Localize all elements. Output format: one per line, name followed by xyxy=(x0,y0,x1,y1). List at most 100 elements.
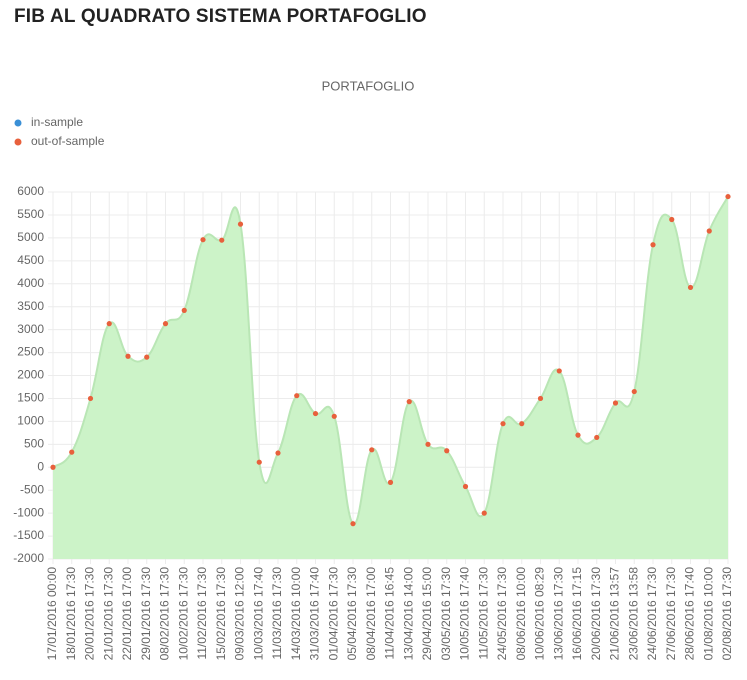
x-tick-label: 21/01/2016 17:30 xyxy=(101,567,115,661)
x-tick-label: 08/06/2016 10:00 xyxy=(514,567,528,661)
point xyxy=(369,447,375,453)
x-tick-label: 11/04/2016 16:45 xyxy=(383,567,397,660)
x-tick-label: 10/03/2016 17:40 xyxy=(251,567,265,661)
x-tick-label: 15/02/2016 17:30 xyxy=(214,567,228,661)
x-tick-label: 08/02/2016 17:30 xyxy=(158,567,172,661)
point xyxy=(312,410,319,417)
point xyxy=(200,237,206,243)
legend-marker xyxy=(14,119,22,127)
x-tick-label: 24/06/2016 17:30 xyxy=(645,567,659,661)
point xyxy=(556,368,562,374)
point xyxy=(294,393,300,399)
point xyxy=(331,413,337,419)
x-tick-label: 13/06/2016 17:30 xyxy=(551,567,565,661)
point xyxy=(406,399,412,405)
legend-label: in-sample xyxy=(31,115,83,129)
x-tick-label: 05/04/2016 17:30 xyxy=(345,567,359,661)
x-tick-label: 21/06/2016 13:57 xyxy=(608,567,622,661)
x-tick-label: 31/03/2016 17:40 xyxy=(308,567,322,661)
point xyxy=(481,510,487,516)
x-tick-label: 29/01/2016 17:30 xyxy=(139,567,153,661)
x-tick-label: 11/03/2016 17:30 xyxy=(270,567,284,660)
point xyxy=(275,450,281,456)
point xyxy=(462,483,469,490)
point xyxy=(50,464,56,470)
y-tick-label: 6000 xyxy=(17,184,44,198)
x-tick-label: 10/06/2016 08:29 xyxy=(533,567,547,661)
y-tick-label: 3500 xyxy=(17,299,44,313)
y-tick-label: -1500 xyxy=(13,528,44,542)
y-tick-label: -2000 xyxy=(13,551,44,565)
point xyxy=(162,321,169,327)
point xyxy=(256,459,262,465)
point xyxy=(537,395,544,402)
x-tick-label: 29/04/2016 15:00 xyxy=(420,567,434,661)
point xyxy=(594,434,600,441)
point xyxy=(631,388,637,395)
x-tick-label: 11/02/2016 17:30 xyxy=(195,567,209,660)
area xyxy=(53,196,728,559)
y-tick-label: 5000 xyxy=(17,230,44,244)
x-tick-label: 09/03/2016 12:00 xyxy=(233,567,247,661)
x-tick-label: 11/05/2016 17:30 xyxy=(476,567,490,660)
y-tick-label: 4000 xyxy=(17,276,44,290)
y-tick-label: 2000 xyxy=(17,368,44,382)
x-tick-label: 16/06/2016 17:15 xyxy=(570,567,584,661)
y-tick-label: 1000 xyxy=(17,414,44,428)
y-tick-label: -500 xyxy=(20,482,44,496)
point xyxy=(181,307,187,313)
x-tick-label: 23/06/2016 13:58 xyxy=(626,567,640,661)
x-tick-label: 14/03/2016 10:00 xyxy=(289,567,303,661)
point xyxy=(425,441,431,447)
x-tick-label: 24/05/2016 17:30 xyxy=(495,567,509,661)
point xyxy=(687,284,694,291)
point xyxy=(387,479,394,485)
legend-marker xyxy=(14,138,22,146)
x-tick-label: 17/01/2016 00:00 xyxy=(45,567,59,661)
line xyxy=(52,196,729,525)
point xyxy=(144,354,150,360)
y-tick-label: 0 xyxy=(37,459,44,473)
point xyxy=(650,242,656,248)
point xyxy=(350,521,356,527)
x-tick-label: 10/02/2016 17:30 xyxy=(176,567,190,661)
y-tick-label: 500 xyxy=(24,436,44,450)
point xyxy=(444,448,450,454)
x-tick-label: 13/04/2016 14:00 xyxy=(401,567,415,661)
legend-label: out-of-sample xyxy=(31,134,105,148)
x-tick-label: 18/01/2016 17:30 xyxy=(64,567,78,661)
point xyxy=(725,193,731,200)
x-tick-label: 01/04/2016 17:30 xyxy=(326,567,340,661)
x-tick-label: 02/08/2016 17:30 xyxy=(720,567,734,661)
x-tick-label: 20/06/2016 17:30 xyxy=(589,567,603,661)
point xyxy=(69,449,75,455)
y-tick-label: 3000 xyxy=(17,322,44,336)
point xyxy=(237,221,244,227)
point xyxy=(219,237,225,243)
x-tick-label: 03/05/2016 17:30 xyxy=(439,567,453,661)
y-tick-label: 2500 xyxy=(17,345,44,359)
x-tick-label: 01/08/2016 10:00 xyxy=(701,567,715,661)
y-tick-label: -1000 xyxy=(13,505,44,519)
point xyxy=(125,353,131,359)
y-tick-label: 4500 xyxy=(17,253,44,267)
x-tick-label: 10/05/2016 17:40 xyxy=(458,567,472,661)
point xyxy=(87,395,94,402)
x-tick-label: 08/04/2016 17:00 xyxy=(364,567,378,661)
point xyxy=(106,321,112,327)
point xyxy=(575,432,581,438)
x-tick-label: 22/01/2016 17:00 xyxy=(120,567,134,661)
point xyxy=(669,216,675,223)
x-tick-label: 20/01/2016 17:30 xyxy=(83,567,97,661)
point xyxy=(706,228,712,234)
point xyxy=(612,400,619,406)
x-tick-label: 28/06/2016 17:40 xyxy=(683,567,697,661)
y-tick-label: 1500 xyxy=(17,391,44,405)
y-tick-label: 5500 xyxy=(17,207,44,221)
page-title: FIB AL QUADRATO SISTEMA PORTAFOGLIO xyxy=(14,6,427,27)
chart-title: PORTAFOGLIO xyxy=(322,78,415,93)
point xyxy=(500,421,506,427)
x-tick-label: 27/06/2016 17:30 xyxy=(664,567,678,661)
